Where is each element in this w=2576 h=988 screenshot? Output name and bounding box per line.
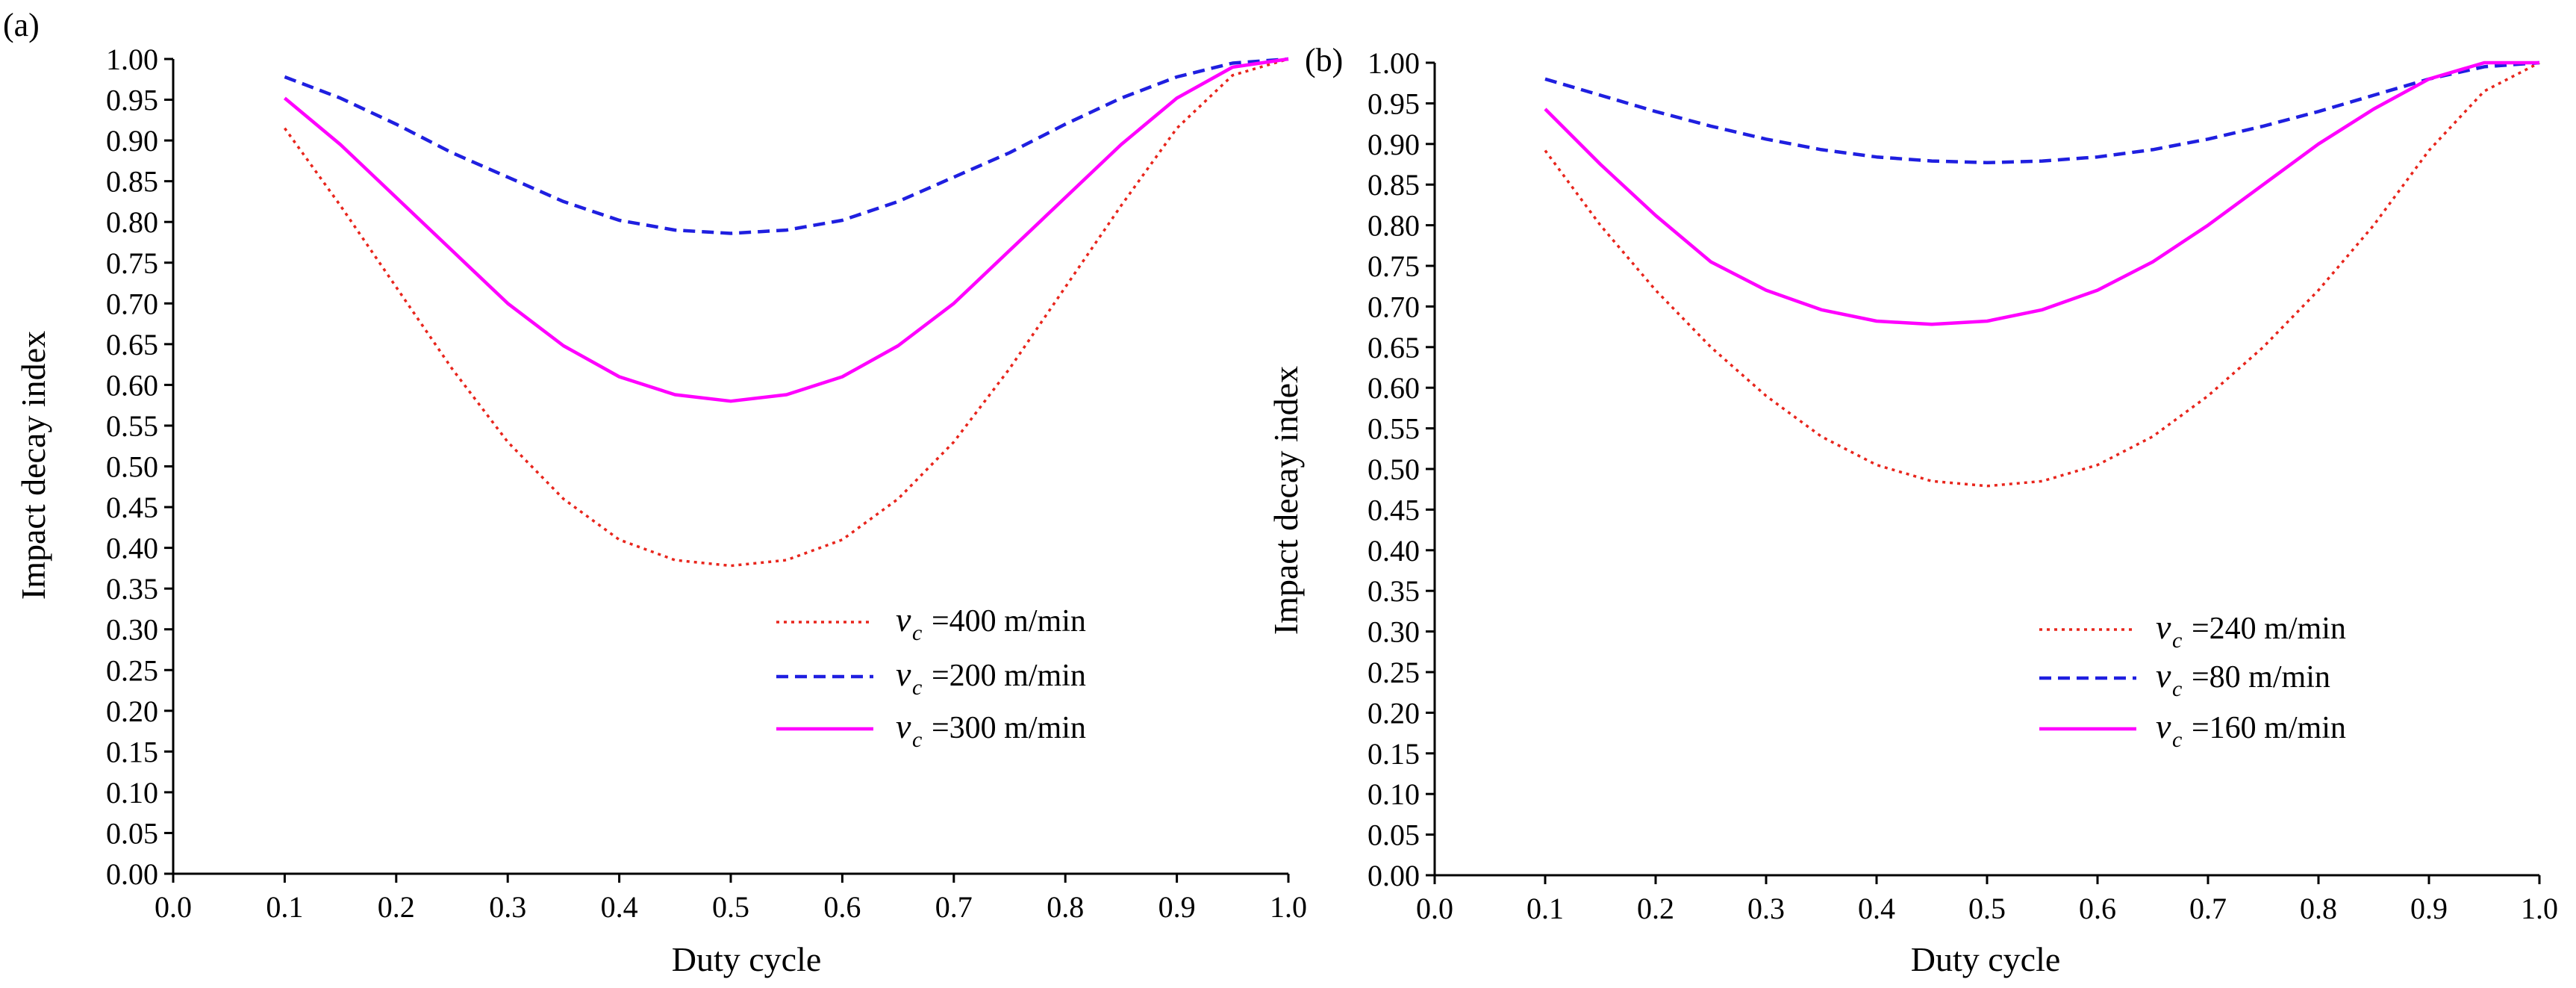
panel-label-b: (b) [1305,42,1343,78]
y-tick-label-a: 0.90 [106,124,158,158]
y-tick-label-b: 0.15 [1367,737,1420,771]
y-tick-label-b: 0.20 [1367,696,1420,730]
y-tick-label-a: 0.20 [106,695,158,728]
legend-subscript-a-3: c [912,727,922,752]
x-tick-label-b: 0.9 [2410,892,2448,925]
x-tick-label-b: 0.0 [1416,892,1453,925]
x-tick-label-a: 0.2 [378,890,415,924]
x-tick-label-a: 0.9 [1158,890,1196,924]
x-tick-label-a: 1.0 [1270,890,1307,924]
x-tick-label-b: 0.5 [1968,892,2006,925]
y-tick-label-a: 0.40 [106,532,158,565]
x-tick-label-b: 0.3 [1747,892,1785,925]
legend-subscript-b-1: c [2172,628,2182,653]
y-tick-label-b: 0.90 [1367,128,1420,161]
y-tick-label-a: 0.80 [106,205,158,239]
legend-label-b-1: =240 m/min [2192,612,2346,646]
y-axis-title-a: Impact decay index [14,331,52,600]
x-tick-label-b: 0.2 [1637,892,1674,925]
y-tick-label-a: 0.00 [106,857,158,891]
y-tick-label-b: 0.95 [1367,87,1420,120]
x-tick-label-a: 0.0 [155,890,192,924]
legend-symbol-b-1: v [2156,608,2171,646]
y-tick-label-a: 0.45 [106,491,158,524]
x-tick-label-a: 0.7 [935,890,973,924]
x-tick-label-a: 0.6 [823,890,861,924]
x-axis-title-a: Duty cycle [672,940,822,978]
y-tick-label-a: 0.25 [106,653,158,687]
x-tick-label-a: 0.3 [489,890,526,924]
y-tick-label-a: 0.30 [106,613,158,647]
panel-b: (b) Duty cycle Impact decay index 0.0 0.1… [1267,42,2558,978]
y-tick-label-b: 0.55 [1367,412,1420,446]
x-tick-label-b: 0.4 [1858,892,1895,925]
y-tick-label-a: 0.35 [106,572,158,606]
x-tick-label-b: 1.0 [2521,892,2558,925]
legend-symbol-b-3: v [2156,707,2171,745]
y-tick-label-b: 0.45 [1367,493,1420,526]
y-tick-label-b: 0.30 [1367,615,1420,649]
legend-symbol-a-3: v [896,707,911,745]
y-tick-label-a: 0.65 [106,328,158,361]
y-tick-label-b: 0.25 [1367,656,1420,689]
y-tick-label-a: 0.75 [106,246,158,280]
x-tick-label-b: 0.7 [2189,892,2227,925]
x-tick-label-a: 0.5 [712,890,749,924]
y-tick-label-b: 0.00 [1367,859,1420,892]
y-tick-label-b: 0.85 [1367,168,1420,202]
legend-symbol-b-2: v [2156,656,2171,695]
y-tick-label-b: 1.00 [1367,46,1420,80]
series-line-a-1 [283,58,1289,568]
legend-subscript-a-1: c [912,621,922,645]
y-tick-label-b: 0.80 [1367,209,1420,243]
legend-symbol-a-1: v [896,600,911,639]
y-tick-label-a: 1.00 [106,43,158,76]
x-tick-label-b: 0.6 [2079,892,2116,925]
series-line-a-2 [284,57,1289,235]
x-axis-title-b: Duty cycle [1911,940,2061,978]
x-tick-label-b: 0.8 [2300,892,2337,925]
legend-subscript-b-2: c [2172,677,2182,701]
y-tick-label-b: 0.10 [1367,777,1420,811]
series-line-b-1 [1544,61,2540,488]
y-tick-label-b: 0.60 [1367,371,1420,405]
y-tick-label-b: 0.65 [1367,331,1420,364]
x-tick-label-b: 0.1 [1526,892,1564,925]
panel-label-a: (a) [3,7,40,43]
y-tick-label-a: 0.60 [106,368,158,402]
y-tick-label-b: 0.70 [1367,290,1420,323]
y-tick-label-a: 0.55 [106,409,158,443]
legend-symbol-a-2: v [896,655,911,693]
legend-label-a-2: =200 m/min [932,659,1086,693]
legend-subscript-a-2: c [912,675,922,700]
legend-label-b-2: =80 m/min [2192,660,2330,695]
y-tick-label-a: 0.70 [106,287,158,320]
y-tick-label-b: 0.75 [1367,249,1420,283]
y-axis-title-b: Impact decay index [1267,366,1305,635]
y-tick-label-b: 0.05 [1367,818,1420,852]
y-tick-label-a: 0.05 [106,816,158,850]
panel-a: (a) Duty cycle Impact decay index 0.0 0.1… [3,7,1307,978]
legend-subscript-b-3: c [2172,727,2182,752]
series-line-a-3 [283,57,1289,403]
legend-label-a-1: =400 m/min [932,604,1086,639]
y-tick-label-a: 0.50 [106,450,158,484]
y-tick-label-a: 0.15 [106,735,158,768]
x-tick-label-a: 0.4 [601,890,638,924]
x-tick-label-a: 0.1 [266,890,303,924]
series-line-b-2 [1544,60,2540,165]
y-tick-label-b: 0.40 [1367,534,1420,568]
legend-label-a-3: =300 m/min [932,711,1086,745]
y-tick-label-a: 0.10 [106,776,158,810]
series-line-b-3 [1544,60,2539,326]
x-tick-label-a: 0.8 [1047,890,1084,924]
y-tick-label-a: 0.85 [106,165,158,199]
y-tick-label-a: 0.95 [106,84,158,117]
legend-label-b-3: =160 m/min [2192,711,2346,745]
y-tick-label-b: 0.35 [1367,574,1420,608]
y-tick-label-b: 0.50 [1367,453,1420,486]
